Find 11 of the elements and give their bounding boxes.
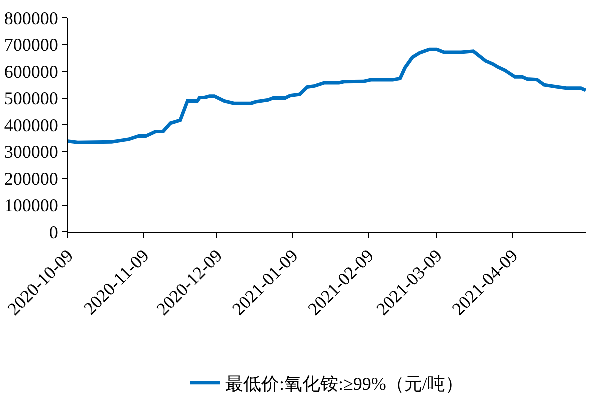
y-tick-label: 600000 (4, 62, 58, 82)
y-tick-label: 200000 (4, 168, 58, 189)
y-tick-label: 0 (49, 222, 58, 242)
legend-label: 最低价:氧化铵:≥99%（元/吨） (226, 374, 464, 394)
line-series (68, 48, 586, 144)
y-tick-label: 400000 (4, 115, 58, 136)
y-tick-label: 800000 (4, 8, 58, 28)
y-tick-label: 300000 (4, 142, 58, 162)
y-tick-label: 500000 (4, 88, 58, 109)
y-tick-label: 100000 (4, 196, 58, 216)
y-tick-label: 700000 (4, 35, 58, 56)
